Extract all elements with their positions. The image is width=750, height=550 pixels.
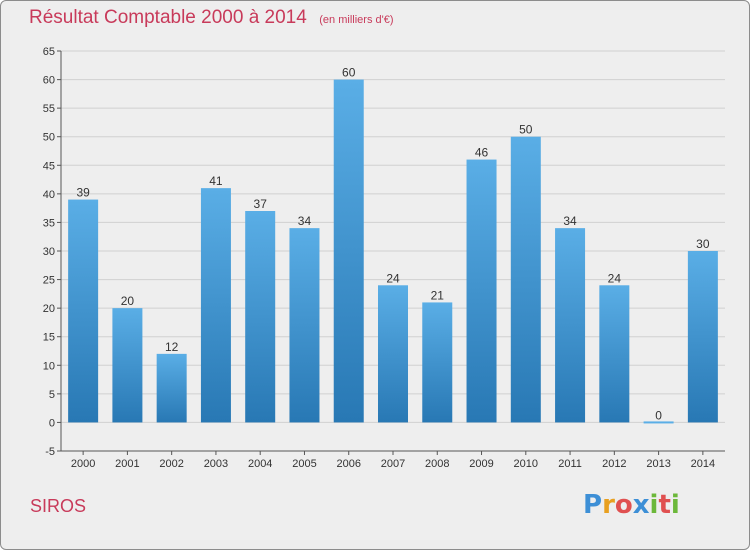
x-tick-label: 2012 [602,458,626,470]
logo-letter: i [649,490,659,520]
x-tick-label: 2006 [336,458,360,470]
bar [643,421,674,424]
y-tick-label: 20 [43,303,55,315]
x-tick-label: 2010 [514,458,538,470]
bar-value-label: 0 [655,408,662,422]
bar-value-label: 34 [563,214,577,228]
logo-letter: r [602,490,615,520]
chart-title: Résultat Comptable 2000 à 2014 [29,7,307,28]
y-tick-label: 50 [43,132,55,144]
y-tick-label: -5 [45,446,55,458]
y-tick-label: 60 [43,75,55,87]
y-tick-label: 65 [43,46,55,58]
bar-value-label: 21 [431,288,445,302]
bar [156,353,187,423]
y-tick-label: 45 [43,160,55,172]
bar [422,302,453,423]
bar [378,285,408,423]
logo-letter: o [614,490,633,520]
logo-letter: t [658,490,671,520]
bar [687,251,718,423]
bar [289,228,320,423]
x-tick-label: 2000 [71,458,95,470]
bar-value-label: 60 [342,66,356,80]
y-tick-label: 25 [43,275,55,287]
y-tick-label: 40 [43,189,55,201]
bars: 39 20 12 41 37 34 60 24 21 46 50 34 24 0 30 [68,66,718,424]
bar-value-label: 39 [76,186,90,200]
x-tick-label: 2008 [425,458,449,470]
bar [245,211,276,423]
commune-name: SIROS [30,496,87,516]
y-tick-label: 10 [43,360,55,372]
chart-title-row: Résultat Comptable 2000 à 2014 (en milli… [29,7,394,29]
bar [68,199,99,423]
x-tick-label: 2003 [204,458,228,470]
y-tick-label: 15 [43,332,55,344]
bar [466,159,497,423]
bar [200,188,231,423]
bar-value-label: 34 [298,214,312,228]
y-tick-label: 35 [43,217,55,229]
bar-value-label: 20 [121,294,135,308]
y-tick-label: 5 [49,389,55,401]
bar [333,79,364,423]
logo-letter: x [632,490,650,520]
bar [112,308,143,423]
logo-letter: P [583,490,603,520]
y-tick-label: 55 [43,103,55,115]
y-tick-label: 30 [43,246,55,258]
bar-value-label: 37 [254,197,268,211]
x-tick-label: 2005 [292,458,316,470]
y-tick-label: 0 [49,417,55,429]
logo-letter: i [670,490,680,520]
proxiti-logo: Proxiti [583,490,680,520]
bar-value-label: 30 [696,237,710,251]
x-tick-label: 2013 [646,458,670,470]
bar-value-label: 12 [165,340,179,354]
x-tick-label: 2007 [381,458,405,470]
bar [555,228,586,423]
bar-value-label: 41 [209,174,223,188]
bar [599,285,630,423]
bar-value-label: 24 [386,271,400,285]
x-tick-label: 2014 [691,458,715,470]
chart-subtitle: (en milliers d'€) [319,14,394,26]
x-tick-label: 2001 [115,458,139,470]
bar-value-label: 46 [475,146,489,160]
x-tick-label: 2009 [469,458,493,470]
bar [510,136,541,423]
bar-value-label: 50 [519,123,533,137]
bar-value-label: 24 [608,271,622,285]
x-tick-label: 2004 [248,458,272,470]
x-tick-label: 2002 [159,458,183,470]
x-tick-label: 2011 [558,458,582,470]
